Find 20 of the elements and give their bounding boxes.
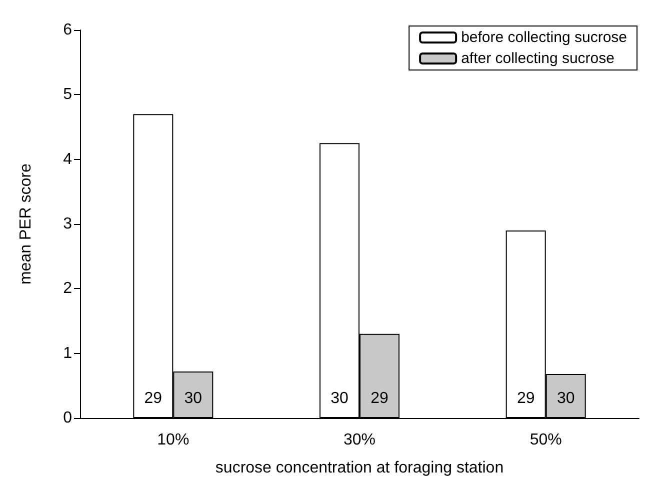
x-tick-label: 10% — [157, 432, 190, 448]
y-axis-title: mean PER score — [18, 163, 34, 284]
y-tick-label: 4 — [63, 150, 72, 168]
y-tick-label: 0 — [63, 410, 72, 426]
legend-label: before collecting sucrose — [461, 29, 628, 46]
annotation: 30 — [330, 390, 348, 408]
annotation: 30 — [184, 390, 202, 408]
x-tick-label: 50% — [530, 432, 562, 448]
annotation: 29 — [516, 390, 535, 408]
y-tick-label: 1 — [63, 344, 72, 362]
annotation: 29 — [144, 390, 162, 408]
legend-label: after collecting sucrose — [461, 50, 614, 67]
y-tick-label: 2 — [63, 280, 72, 298]
x-axis-title: sucrose concentration at foraging station — [215, 460, 504, 476]
annotation: 30 — [556, 390, 575, 408]
annotation: 29 — [370, 390, 388, 408]
y-tick-label: 3 — [63, 216, 72, 232]
x-tick-label: 30% — [343, 432, 376, 448]
y-tick-label: 6 — [63, 22, 72, 38]
y-tick-label: 5 — [63, 86, 72, 104]
